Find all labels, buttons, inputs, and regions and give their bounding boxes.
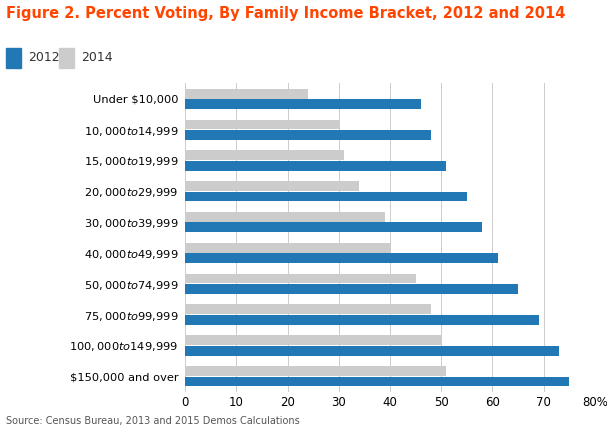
Bar — [185, 346, 559, 356]
Bar — [185, 366, 446, 376]
Bar — [185, 150, 344, 160]
Bar — [185, 192, 467, 202]
Bar — [185, 273, 416, 283]
Bar — [185, 315, 538, 325]
Bar — [59, 48, 74, 68]
Bar — [185, 161, 446, 171]
Bar — [185, 253, 498, 263]
Bar — [185, 89, 308, 98]
Bar — [185, 212, 385, 222]
Bar — [6, 48, 21, 68]
Bar — [185, 119, 339, 129]
Text: 2014: 2014 — [81, 51, 113, 64]
Bar — [185, 130, 431, 140]
Bar — [185, 377, 569, 386]
Text: 2012: 2012 — [28, 51, 59, 64]
Bar — [185, 243, 390, 253]
Bar — [185, 223, 482, 232]
Bar — [185, 181, 359, 191]
Bar — [185, 99, 421, 109]
Text: Figure 2. Percent Voting, By Family Income Bracket, 2012 and 2014: Figure 2. Percent Voting, By Family Inco… — [6, 6, 566, 21]
Bar — [185, 304, 431, 314]
Text: Source: Census Bureau, 2013 and 2015 Demos Calculations: Source: Census Bureau, 2013 and 2015 Dem… — [6, 416, 300, 426]
Bar — [185, 284, 518, 294]
Bar — [185, 335, 441, 345]
